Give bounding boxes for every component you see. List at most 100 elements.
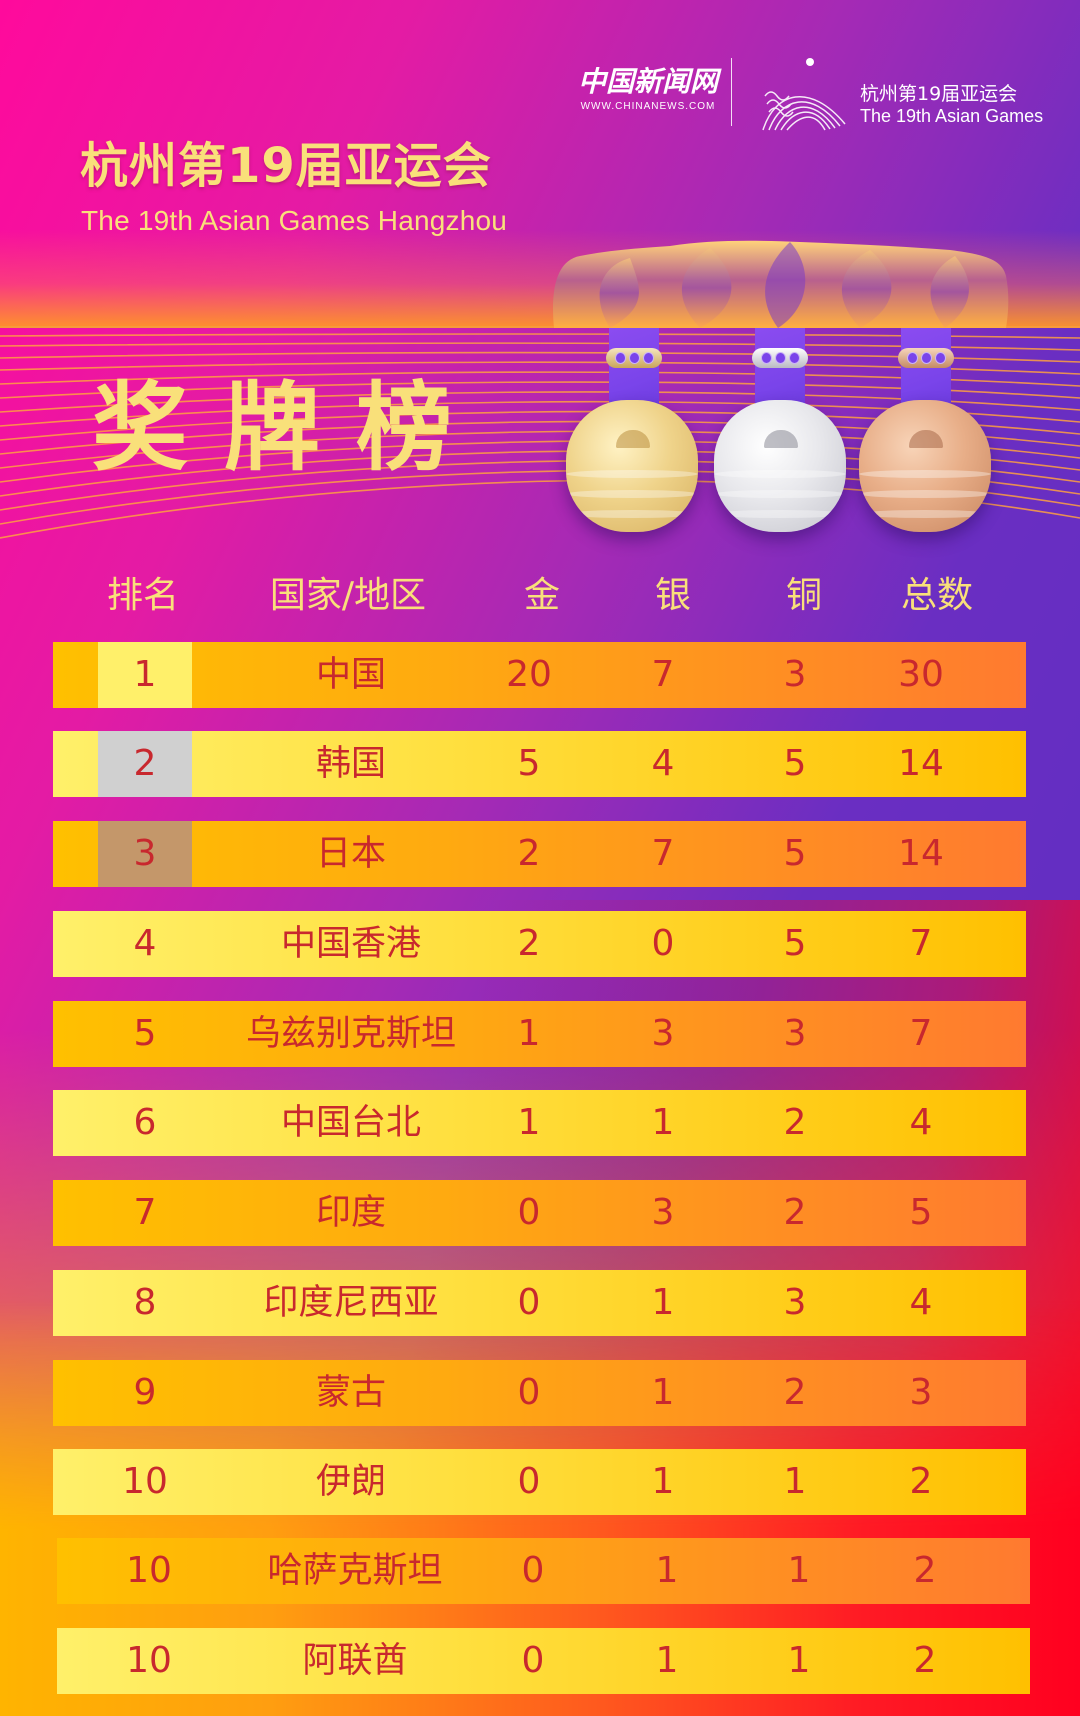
rank-cell-text: 6 [133, 1102, 157, 1143]
total-count: 2 [909, 1461, 933, 1502]
silver-count: 1 [651, 1102, 675, 1143]
silver-count: 7 [651, 654, 675, 695]
silver-count: 3 [651, 1013, 675, 1054]
asian-games-label-en: The 19th Asian Games [860, 106, 1044, 126]
gold-count: 0 [521, 1640, 545, 1681]
bronze-count: 5 [783, 833, 807, 874]
rank-cell-text: 3 [133, 833, 157, 874]
gold-count: 0 [521, 1550, 545, 1591]
rank-cell-text: 10 [122, 1461, 168, 1502]
silver-count: 0 [651, 923, 675, 964]
gold-count: 1 [517, 1013, 541, 1054]
gold-count: 0 [517, 1192, 541, 1233]
silver-count: 1 [651, 1282, 675, 1323]
column-header-bronze: 铜 [785, 575, 823, 616]
table-row: 2 韩国 5 4 5 14 [53, 731, 1026, 797]
total-count: 4 [909, 1102, 933, 1143]
total-count: 7 [909, 923, 933, 964]
gold-rank-highlight [98, 642, 192, 708]
silver-count: 1 [651, 1372, 675, 1413]
bronze-count: 3 [783, 654, 807, 695]
total-count: 3 [909, 1372, 933, 1413]
chinanews-name: 中国新闻网 [578, 65, 719, 98]
gold-count: 5 [517, 743, 541, 784]
table-row: 9 蒙古 0 1 2 3 [53, 1360, 1026, 1426]
table-row: 10 伊朗 0 1 1 2 [53, 1449, 1026, 1515]
column-header-country: 国家/地区 [269, 575, 427, 616]
silver-rank-highlight [98, 731, 192, 797]
country-name: 日本 [315, 834, 387, 874]
table-row: 10 哈萨克斯坦 0 1 1 2 [57, 1538, 1030, 1604]
gold-count: 0 [517, 1372, 541, 1413]
bronze-count: 5 [783, 923, 807, 964]
asian-games-emblem-icon [755, 52, 850, 134]
country-name: 阿联酋 [302, 1641, 408, 1681]
silver-clasp [752, 348, 808, 368]
country-name: 韩国 [315, 744, 387, 784]
country-name: 中国台北 [280, 1103, 422, 1143]
total-count: 2 [913, 1550, 937, 1591]
rank-cell-text: 8 [133, 1282, 157, 1323]
rank-cell-text: 1 [133, 654, 157, 695]
column-header-silver: 银 [654, 575, 692, 616]
country-name: 印度尼西亚 [263, 1283, 439, 1323]
country-name: 乌兹别克斯坦 [245, 1014, 457, 1054]
bronze-count: 2 [783, 1102, 807, 1143]
silver-count: 1 [651, 1461, 675, 1502]
table-row: 4 中国香港 2 0 5 7 [53, 911, 1026, 977]
logo-divider [731, 58, 732, 126]
table-row: 7 印度 0 3 2 5 [53, 1180, 1026, 1246]
bronze-rank-highlight [98, 821, 192, 887]
country-name: 伊朗 [315, 1462, 387, 1502]
table-row: 6 中国台北 1 1 2 4 [53, 1090, 1026, 1156]
column-header-rank: 排名 [106, 575, 180, 616]
total-count: 30 [898, 654, 944, 695]
country-name: 蒙古 [315, 1373, 387, 1413]
bronze-count: 2 [783, 1372, 807, 1413]
column-header-total: 总数 [900, 575, 974, 616]
country-name: 印度 [315, 1193, 387, 1233]
event-title-cn: 杭州第19届亚运会 [80, 138, 492, 194]
silver-count: 1 [655, 1640, 679, 1681]
bronze-count: 1 [787, 1640, 811, 1681]
silver-count: 4 [651, 743, 675, 784]
stadium-illustration [550, 236, 1010, 328]
total-count: 14 [898, 833, 944, 874]
horizon-line [0, 326, 1080, 328]
chinanews-logo: 中国新闻网 WWW.CHINANEWS.COM [578, 64, 718, 114]
country-name: 哈萨克斯坦 [267, 1551, 443, 1591]
bronze-medal-icon [859, 400, 991, 532]
gold-count: 0 [517, 1461, 541, 1502]
silver-count: 1 [655, 1550, 679, 1591]
gold-count: 2 [517, 923, 541, 964]
event-title-en: The 19th Asian Games Hangzhou [81, 205, 508, 236]
table-row: 10 阿联酋 0 1 1 2 [57, 1628, 1030, 1694]
rank-cell-text: 10 [126, 1640, 172, 1681]
gold-count: 0 [517, 1282, 541, 1323]
medal-table-header: 排名 国家/地区 金 银 铜 总数 [0, 572, 1080, 620]
total-count: 14 [898, 743, 944, 784]
rank-cell-text: 7 [133, 1192, 157, 1233]
country-name: 中国香港 [280, 924, 422, 964]
bronze-count: 5 [783, 743, 807, 784]
chinanews-url: WWW.CHINANEWS.COM [580, 101, 716, 112]
gold-medal-icon [566, 400, 698, 532]
total-count: 7 [909, 1013, 933, 1054]
total-count: 2 [913, 1640, 937, 1681]
gold-clasp [606, 348, 662, 368]
rank-cell-text: 9 [133, 1372, 157, 1413]
gold-count: 1 [517, 1102, 541, 1143]
country-name: 中国 [315, 655, 387, 695]
bronze-count: 1 [787, 1550, 811, 1591]
total-count: 4 [909, 1282, 933, 1323]
gold-count: 20 [506, 654, 552, 695]
bronze-count: 3 [783, 1282, 807, 1323]
rank-cell-text: 5 [133, 1013, 157, 1054]
bronze-count: 1 [783, 1461, 807, 1502]
rank-cell-text: 4 [133, 923, 157, 964]
table-row: 8 印度尼西亚 0 1 3 4 [53, 1270, 1026, 1336]
table-row: 3 日本 2 7 5 14 [53, 821, 1026, 887]
rank-cell-text: 2 [133, 743, 157, 784]
gold-count: 2 [517, 833, 541, 874]
bronze-count: 2 [783, 1192, 807, 1233]
